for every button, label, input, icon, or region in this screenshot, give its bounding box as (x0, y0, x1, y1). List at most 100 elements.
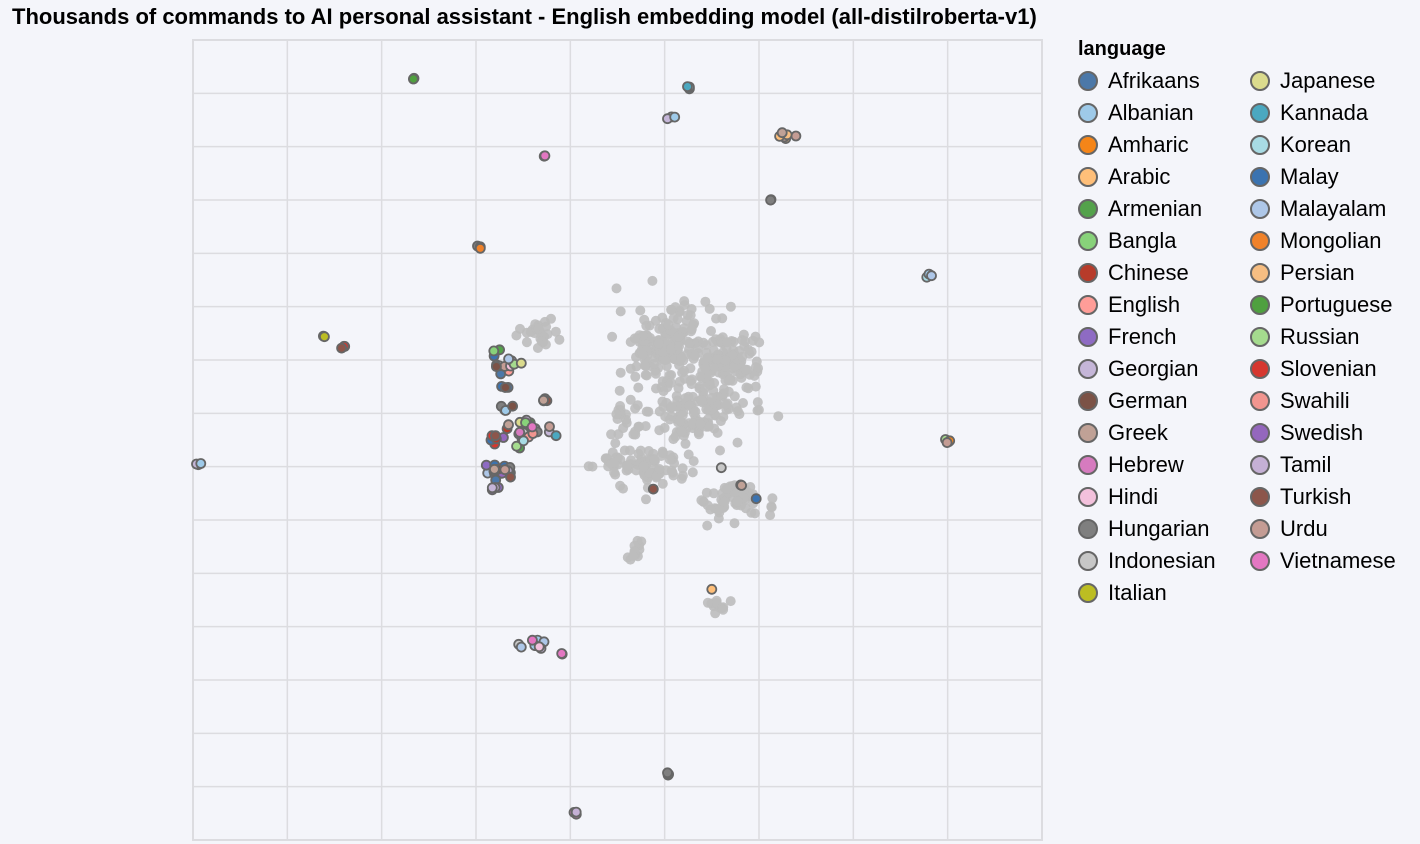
data-point-mongolian[interactable] (474, 242, 486, 254)
data-point-urdu[interactable] (790, 130, 802, 142)
data-point-vietnamese[interactable] (527, 634, 538, 646)
background-point (673, 383, 684, 394)
data-point-urdu[interactable] (941, 437, 953, 449)
legend-item-bangla[interactable]: Bangla (1078, 225, 1250, 257)
data-point-malayalam[interactable] (503, 353, 515, 365)
legend-item-afrikaans[interactable]: Afrikaans (1078, 65, 1250, 97)
legend-label: Korean (1280, 132, 1351, 157)
legend-item-russian[interactable]: Russian (1250, 321, 1420, 353)
legend-item-malay[interactable]: Malay (1250, 161, 1420, 193)
legend-label: Vietnamese (1280, 548, 1396, 573)
legend-item-korean[interactable]: Korean (1250, 129, 1420, 161)
background-point (765, 510, 776, 521)
data-point-vietnamese[interactable] (539, 150, 551, 162)
background-point (641, 370, 652, 381)
legend-item-arabic[interactable]: Arabic (1078, 161, 1250, 193)
legend-item-mongolian[interactable]: Mongolian (1250, 225, 1420, 257)
legend-item-kannada[interactable]: Kannada (1250, 97, 1420, 129)
background-point (722, 337, 732, 348)
data-point-urdu[interactable] (544, 421, 555, 433)
background-point (754, 337, 765, 348)
background-point (682, 310, 693, 321)
legend-label: Albanian (1108, 100, 1194, 125)
data-point-bangla[interactable] (488, 345, 500, 357)
data-point-portuguese[interactable] (407, 73, 419, 85)
legend-item-swedish[interactable]: Swedish (1250, 417, 1420, 449)
data-point-korean[interactable] (518, 435, 529, 447)
legend-item-georgian[interactable]: Georgian (1078, 353, 1250, 385)
data-point-greek[interactable] (503, 419, 514, 431)
legend-item-albanian[interactable]: Albanian (1078, 97, 1250, 129)
data-point-kannada[interactable] (550, 430, 562, 442)
background-point (649, 455, 660, 465)
legend-item-tamil[interactable]: Tamil (1250, 449, 1420, 481)
data-point-albanian[interactable] (195, 458, 207, 469)
background-point (702, 520, 713, 531)
data-point-german[interactable] (507, 400, 518, 412)
data-point-malay[interactable] (750, 493, 762, 505)
legend-item-german[interactable]: German (1078, 385, 1250, 417)
legend-label: Malayalam (1280, 196, 1387, 221)
data-point-german[interactable] (500, 382, 511, 393)
legend-item-italian[interactable]: Italian (1078, 577, 1250, 609)
data-point-georgian[interactable] (486, 482, 498, 494)
data-point-greek[interactable] (776, 127, 788, 139)
background-point (703, 421, 714, 432)
background-point (701, 404, 712, 415)
data-point-malayalam[interactable] (926, 270, 937, 282)
background-point (657, 478, 668, 489)
data-point-greek[interactable] (736, 479, 747, 491)
legend-item-urdu[interactable]: Urdu (1250, 513, 1420, 545)
background-point (658, 386, 669, 397)
legend-item-hindi[interactable]: Hindi (1078, 481, 1250, 513)
data-point-albanian[interactable] (669, 111, 681, 123)
legend-item-turkish[interactable]: Turkish (1250, 481, 1420, 513)
data-point-vietnamese[interactable] (526, 421, 538, 433)
data-point-arabic[interactable] (706, 583, 718, 595)
legend-item-japanese[interactable]: Japanese (1250, 65, 1420, 97)
data-point-italian[interactable] (318, 331, 330, 343)
data-point-vietnamese[interactable] (556, 648, 568, 659)
legend-item-indonesian[interactable]: Indonesian (1078, 545, 1250, 577)
legend-item-portuguese[interactable]: Portuguese (1250, 289, 1420, 321)
background-point (750, 381, 761, 392)
legend-item-french[interactable]: French (1078, 321, 1250, 353)
data-point-russian[interactable] (511, 440, 522, 452)
data-point-greek[interactable] (538, 394, 549, 406)
data-point-turkish[interactable] (336, 342, 348, 354)
legend-item-amharic[interactable]: Amharic (1078, 129, 1250, 161)
legend-item-armenian[interactable]: Armenian (1078, 193, 1250, 225)
data-point-kannada[interactable] (682, 81, 693, 92)
background-point (715, 445, 725, 456)
data-point-indonesian[interactable] (715, 462, 727, 474)
background-point (659, 422, 670, 433)
data-point-urdu[interactable] (499, 464, 511, 476)
legend-item-swahili[interactable]: Swahili (1250, 385, 1420, 417)
data-point-hungarian[interactable] (765, 194, 776, 206)
data-point-turkish[interactable] (647, 483, 659, 495)
data-point-turkish[interactable] (490, 430, 501, 442)
data-point-hungarian[interactable] (662, 767, 673, 779)
data-point-turkish[interactable] (505, 471, 516, 483)
legend-item-english[interactable]: English (1078, 289, 1250, 321)
legend-item-greek[interactable]: Greek (1078, 417, 1250, 449)
background-point (732, 496, 743, 507)
background-point (541, 321, 552, 332)
legend-item-slovenian[interactable]: Slovenian (1250, 353, 1420, 385)
legend: language Afrikaans Albanian Amharic Arabic A… (1078, 38, 1420, 609)
legend-item-persian[interactable]: Persian (1250, 257, 1420, 289)
legend-label: Portuguese (1280, 292, 1393, 317)
data-point-hindi[interactable] (533, 641, 545, 653)
data-point-greek[interactable] (488, 463, 500, 475)
data-point-hebrew[interactable] (514, 426, 526, 438)
data-point-german[interactable] (490, 361, 502, 373)
legend-item-malayalam[interactable]: Malayalam (1250, 193, 1420, 225)
legend-item-hungarian[interactable]: Hungarian (1078, 513, 1250, 545)
data-point-tamil[interactable] (570, 806, 582, 818)
legend-swatch (1078, 199, 1098, 219)
legend-item-chinese[interactable]: Chinese (1078, 257, 1250, 289)
legend-item-vietnamese[interactable]: Vietnamese (1250, 545, 1420, 577)
data-point-japanese[interactable] (515, 357, 527, 369)
data-point-malayalam[interactable] (515, 641, 527, 653)
legend-item-hebrew[interactable]: Hebrew (1078, 449, 1250, 481)
